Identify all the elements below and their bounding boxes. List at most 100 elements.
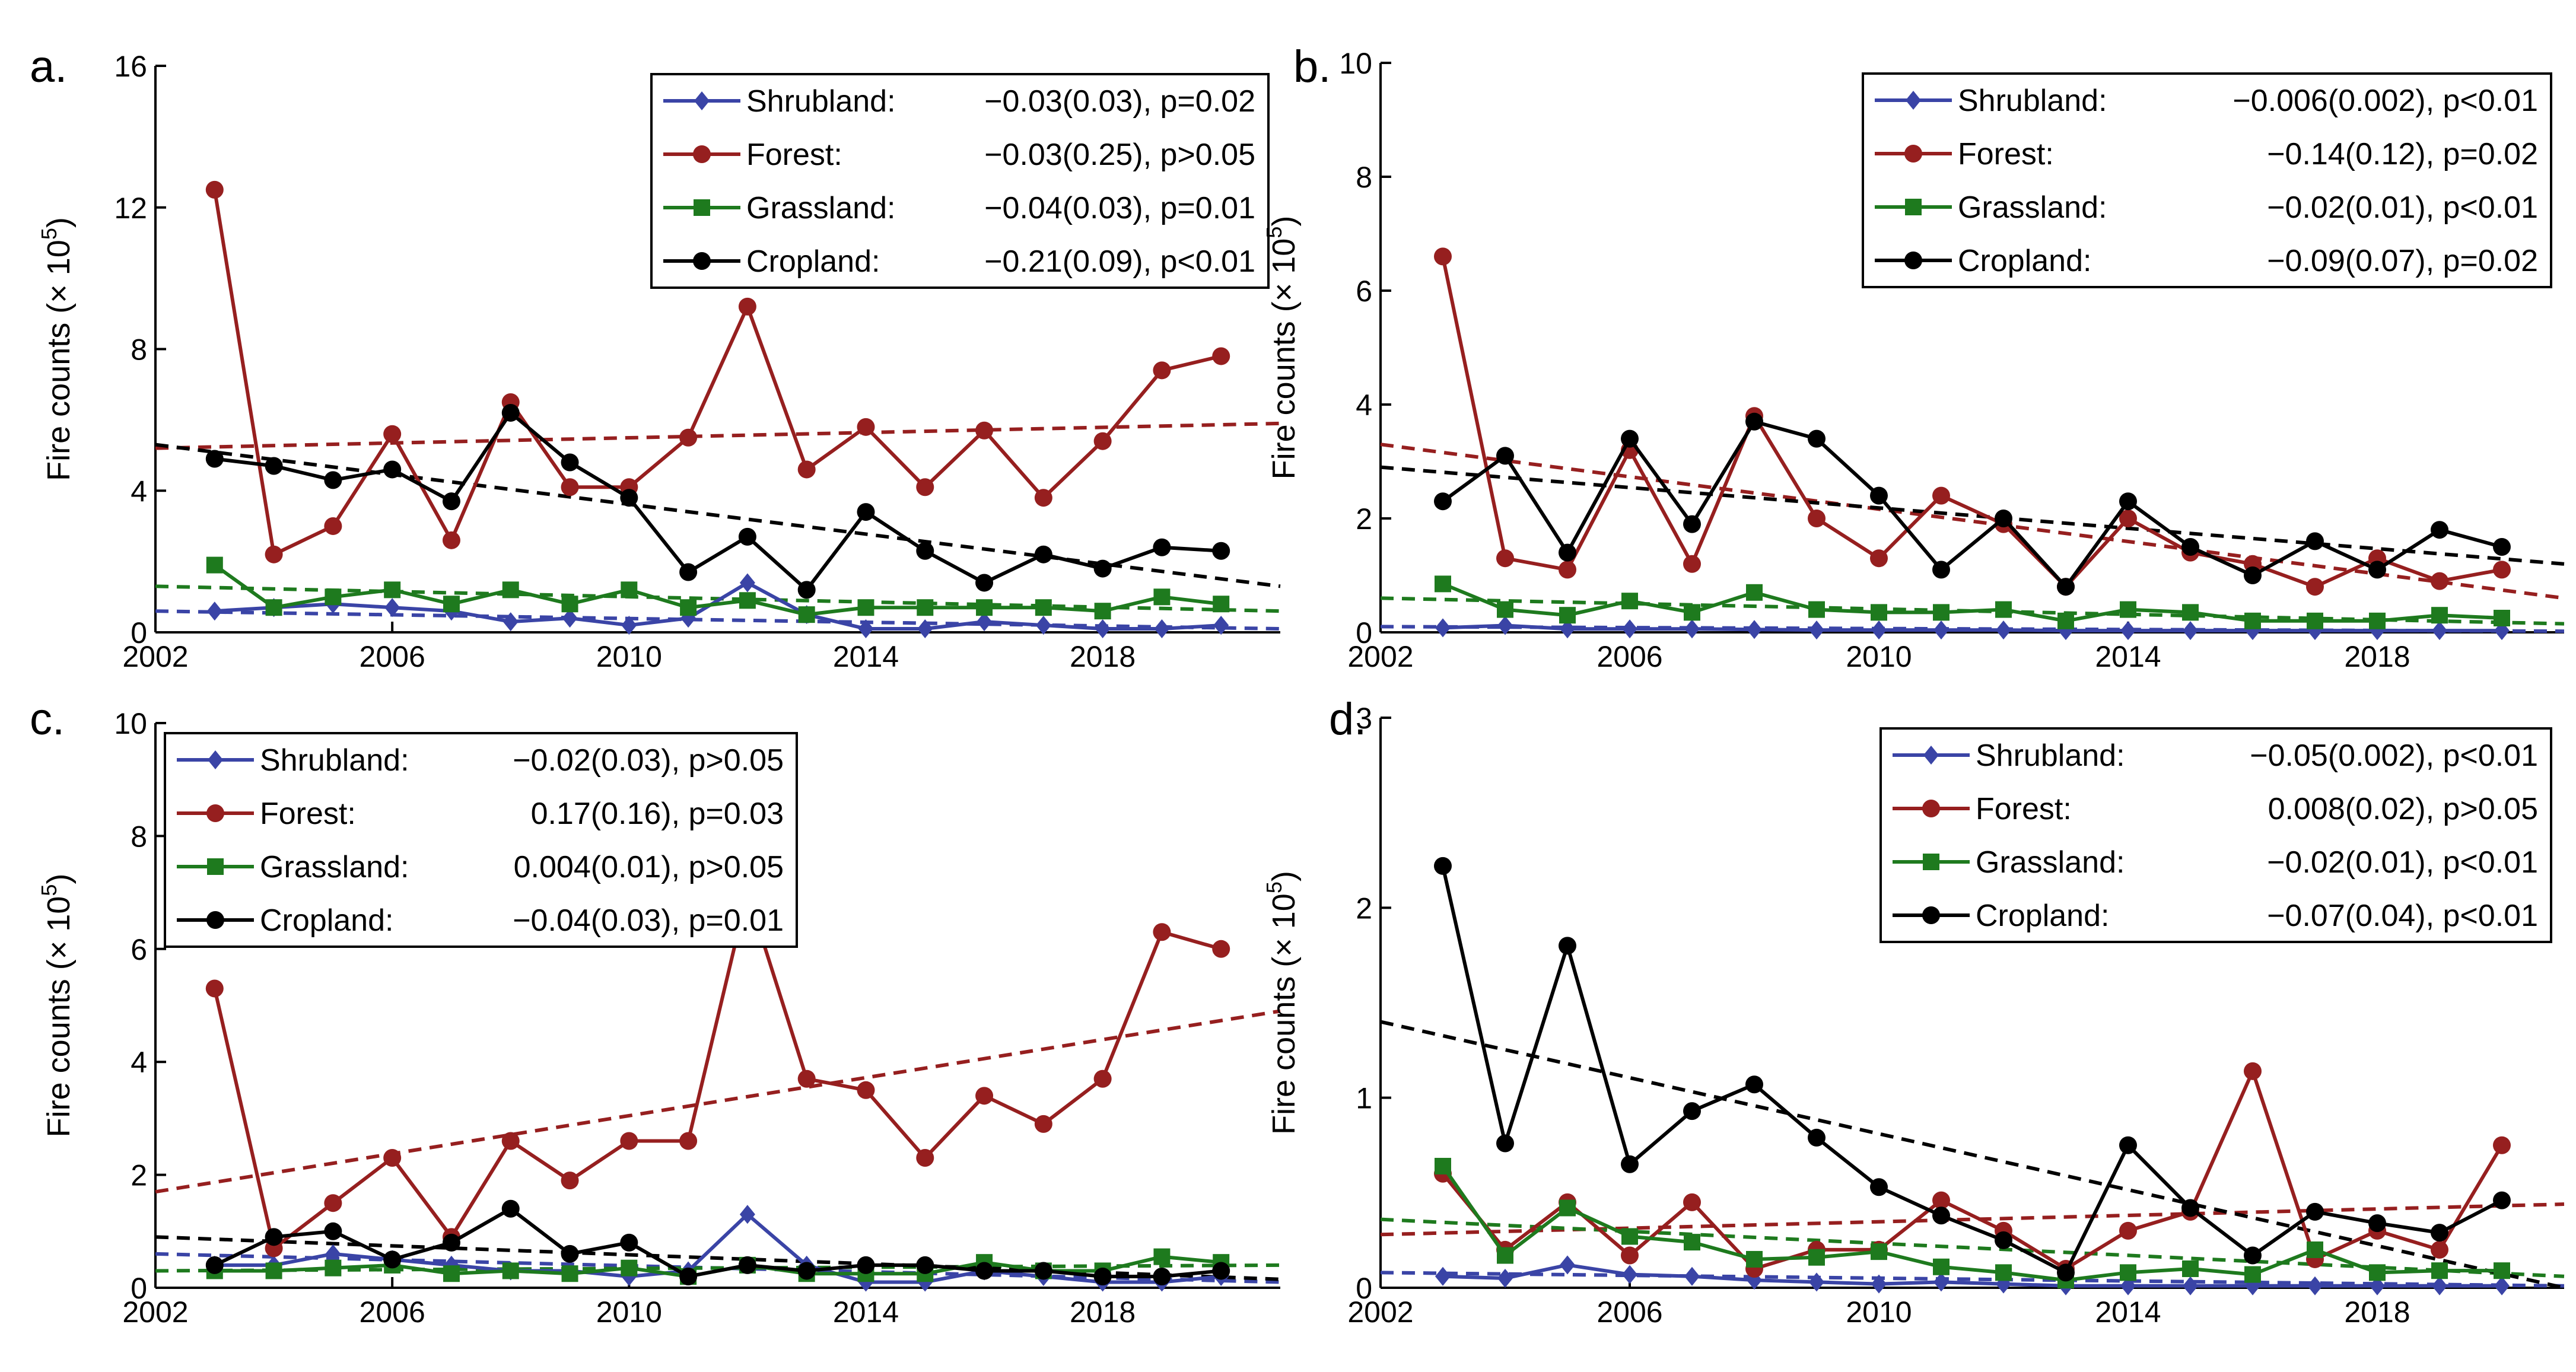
shrubland-legend-name: Shrubland:	[746, 84, 896, 119]
grassland-point	[798, 606, 815, 623]
cropland-point	[1093, 559, 1112, 578]
forest-point	[916, 478, 934, 496]
y-axis-label-exponent: 5	[1262, 881, 1286, 893]
cropland-point	[916, 542, 934, 560]
forest-legend-marker	[1922, 800, 1940, 817]
x-tick-label: 2006	[360, 1295, 425, 1329]
forest-point	[1434, 247, 1452, 266]
cropland-point	[561, 1244, 579, 1263]
cropland-series-line	[1441, 865, 2503, 1275]
forest-point	[561, 478, 579, 496]
cropland-point	[1496, 1134, 1514, 1153]
forest-legend-stats: −0.03(0.25), p>0.05	[984, 138, 1255, 172]
cropland-point	[2057, 1263, 2075, 1282]
grassland-trend-line	[155, 1263, 1281, 1273]
shrubland-point	[621, 616, 637, 635]
cropland-legend-name: Cropland:	[260, 903, 393, 938]
cropland-point	[2181, 538, 2199, 556]
shrubland-point	[1213, 616, 1229, 635]
cropland-series-line	[1442, 419, 2502, 589]
shrubland-point	[2370, 1276, 2385, 1295]
grassland-point	[1871, 604, 1887, 621]
grassland-point	[2120, 601, 2136, 618]
grassland-point	[206, 556, 223, 574]
cropland-point	[1496, 447, 1514, 465]
forest-point	[2119, 510, 2137, 527]
cropland-point	[1093, 1267, 1112, 1285]
panel-label: d.	[1329, 694, 1366, 744]
forest-point	[1093, 1069, 1112, 1088]
cropland-legend-stats: −0.07(0.04), p<0.01	[2267, 899, 2538, 933]
y-tick-label: 2	[131, 1159, 147, 1192]
forest-point	[205, 979, 224, 998]
grassland-point	[2182, 1260, 2199, 1277]
grassland-trend-line	[1380, 1217, 2565, 1278]
y-tick-label: 2	[1356, 502, 1372, 536]
x-tick-label: 2002	[122, 1295, 188, 1329]
cropland-point	[2244, 1246, 2262, 1265]
cropland-point	[1434, 857, 1452, 875]
shrubland-point	[2120, 621, 2136, 641]
cropland-point	[738, 1256, 756, 1274]
y-tick-label: 4	[131, 1046, 147, 1079]
legend-box	[1879, 727, 2552, 943]
cropland-point	[1870, 486, 1888, 505]
panel-c: 0 2 4 6 8 10 2002 2006 2010 2014 2018 Fire counts (…	[30, 694, 1281, 1329]
shrubland-point	[1747, 620, 1762, 639]
cropland-point	[383, 1250, 402, 1269]
shrubland-point	[1154, 619, 1170, 639]
grassland-point	[1153, 588, 1171, 606]
grassland-point	[1094, 603, 1111, 620]
cropland-legend-name: Cropland:	[1958, 244, 2091, 278]
shrubland-point	[1622, 619, 1637, 639]
forest-point	[442, 531, 460, 549]
shrubland-series-line	[1442, 1263, 2502, 1288]
forest-point	[1212, 347, 1230, 365]
grassland-point	[2431, 1262, 2448, 1279]
x-tick-label: 2006	[1597, 1295, 1662, 1329]
cropland-point	[857, 503, 875, 521]
shrubland-legend-marker	[208, 750, 223, 769]
cropland-point	[916, 1256, 934, 1274]
shrubland-point	[1035, 616, 1051, 635]
grassland-point	[1995, 1264, 2012, 1281]
cropland-trend-line	[155, 1235, 1281, 1281]
cropland-point	[265, 1228, 283, 1246]
cropland-point	[383, 460, 402, 479]
forest-point	[324, 1194, 342, 1212]
cropland-point	[975, 1262, 994, 1280]
cropland-point	[501, 403, 520, 422]
shrubland-point	[1996, 620, 2011, 640]
grassland-point	[443, 596, 460, 613]
grassland-point	[2494, 610, 2510, 626]
grassland-point	[1035, 599, 1052, 616]
forest-point	[2493, 561, 2511, 579]
x-tick-label: 2010	[596, 1295, 662, 1329]
grassland-point	[2244, 1266, 2261, 1283]
cropland-point	[561, 453, 579, 472]
y-axis-label-main: Fire counts (× 10	[41, 240, 77, 481]
shrubland-point	[1684, 619, 1700, 639]
shrubland-point	[1560, 619, 1575, 639]
cropland-point	[1808, 1128, 1826, 1147]
x-tick-label: 2014	[2095, 1295, 2161, 1329]
shrubland-point	[503, 612, 519, 632]
forest-legend-name: Forest:	[1958, 137, 2054, 171]
shrubland-series-line	[1442, 623, 2502, 633]
y-tick-label: 10	[1339, 47, 1372, 80]
shrubland-trend-line	[155, 609, 1281, 631]
x-tick-label: 2018	[2344, 640, 2410, 673]
y-tick-label: 3	[1356, 702, 1372, 735]
shrubland-point	[1497, 1268, 1513, 1288]
cropland-point	[442, 492, 460, 511]
forest-point	[797, 460, 816, 479]
cropland-point	[205, 1256, 224, 1274]
cropland-point	[1683, 515, 1701, 533]
forest-point	[1932, 1191, 1950, 1209]
forest-point	[679, 1132, 698, 1150]
cropland-point	[2368, 561, 2386, 579]
forest-point	[383, 425, 402, 443]
shrubland-legend-stats: −0.05(0.002), p<0.01	[2250, 738, 2538, 773]
grassland-point	[1559, 1199, 1576, 1217]
panel-a: 0 4 8 12 16 2002 2006 2010 2014 2018 Fire counts (…	[30, 42, 1281, 673]
